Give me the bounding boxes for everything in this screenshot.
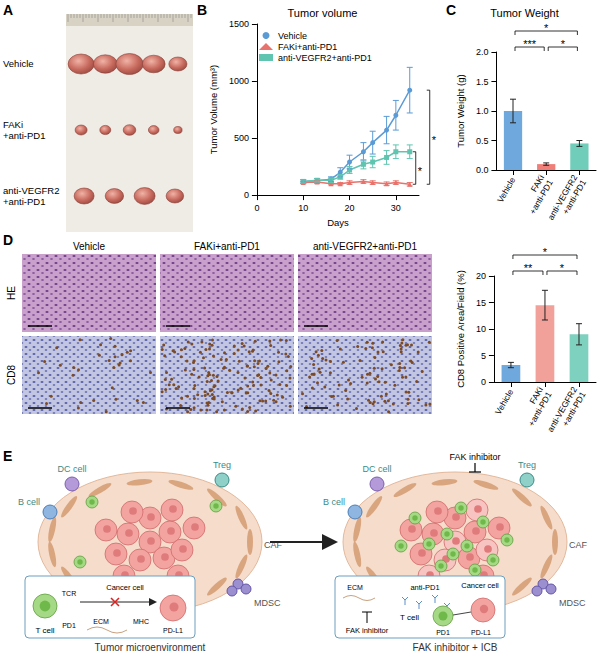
svg-text:+anti-PD1: +anti-PD1 xyxy=(526,390,554,428)
html-text:B: B xyxy=(197,2,208,18)
svg-text:10: 10 xyxy=(298,203,308,213)
svg-text:TCR: TCR xyxy=(62,590,76,597)
svg-text:+anti-PD1: +anti-PD1 xyxy=(527,178,555,216)
svg-text:Vehicle: Vehicle xyxy=(493,387,515,416)
svg-text:5: 5 xyxy=(481,351,486,361)
svg-text:FAKi: FAKi xyxy=(528,173,547,194)
svg-text:Tumor volume: Tumor volume xyxy=(288,7,358,19)
svg-text:10: 10 xyxy=(476,324,486,334)
svg-text:Tumor Weight: Tumor Weight xyxy=(490,7,558,19)
svg-text:Cancer cell: Cancer cell xyxy=(461,581,499,590)
svg-text:FAKi+anti-PD1: FAKi+anti-PD1 xyxy=(194,241,260,252)
html-text:D: D xyxy=(3,232,14,248)
svg-text:*: * xyxy=(418,165,423,177)
svg-text:B cell: B cell xyxy=(323,497,345,507)
svg-text:Tumor Weight (g): Tumor Weight (g) xyxy=(455,74,466,147)
svg-text:Tumor Volume (mm³): Tumor Volume (mm³) xyxy=(208,65,219,154)
svg-text:0: 0 xyxy=(481,377,486,387)
svg-text:CD8 Positive Area/Field (%): CD8 Positive Area/Field (%) xyxy=(455,270,466,388)
svg-text:anti-VEGFR2+anti-PD1: anti-VEGFR2+anti-PD1 xyxy=(313,241,418,252)
svg-text:0: 0 xyxy=(244,190,249,200)
svg-text:1.0: 1.0 xyxy=(476,106,489,116)
svg-text:FAKi: FAKi xyxy=(3,119,23,130)
svg-text:Treg: Treg xyxy=(213,460,231,470)
svg-text:DC cell: DC cell xyxy=(362,464,391,474)
svg-text:**: ** xyxy=(524,262,533,274)
svg-text:15: 15 xyxy=(476,298,486,308)
svg-text:CAF: CAF xyxy=(264,540,282,550)
svg-text:T cell: T cell xyxy=(400,613,419,622)
svg-text:anti-VEGFR2+anti-PD1: anti-VEGFR2+anti-PD1 xyxy=(278,53,372,63)
svg-text:Days: Days xyxy=(327,217,349,228)
html-text:E: E xyxy=(3,448,13,464)
svg-text:ECM: ECM xyxy=(347,584,363,591)
svg-text:1.5: 1.5 xyxy=(476,77,489,87)
svg-text:HE: HE xyxy=(6,286,17,300)
svg-text:FAKi+anti-PD1: FAKi+anti-PD1 xyxy=(278,42,337,52)
svg-text:B cell: B cell xyxy=(18,497,40,507)
svg-text:+anti-PD1: +anti-PD1 xyxy=(3,196,46,207)
svg-text:2.0: 2.0 xyxy=(476,47,489,57)
svg-text:*: * xyxy=(432,134,437,146)
svg-text:Vehicle: Vehicle xyxy=(278,31,307,41)
svg-text:CAF: CAF xyxy=(569,540,588,550)
svg-text:1000: 1000 xyxy=(229,76,249,86)
svg-text:0.0: 0.0 xyxy=(476,165,489,175)
svg-text:+anti-PD1: +anti-PD1 xyxy=(560,390,588,428)
svg-text:anti-PD1: anti-PD1 xyxy=(410,583,439,592)
svg-text:MDSC: MDSC xyxy=(254,598,281,608)
svg-text:anti-VEGFR2: anti-VEGFR2 xyxy=(545,385,579,434)
svg-text:30: 30 xyxy=(391,203,401,213)
svg-text:DC cell: DC cell xyxy=(57,464,86,474)
svg-text:Vehicle: Vehicle xyxy=(73,241,106,252)
svg-text:Cancer cell: Cancer cell xyxy=(106,583,144,592)
svg-text:*: * xyxy=(543,246,548,258)
svg-text:PD-L1: PD-L1 xyxy=(471,629,491,636)
svg-text:FAK inhibitor + ICB: FAK inhibitor + ICB xyxy=(413,642,498,653)
svg-text:Tumor microenvironment: Tumor microenvironment xyxy=(95,642,206,653)
svg-text:+anti-PD1: +anti-PD1 xyxy=(560,178,588,216)
svg-text:CD8: CD8 xyxy=(6,365,17,385)
svg-text:MHC: MHC xyxy=(133,618,149,625)
svg-text:***: *** xyxy=(523,38,537,50)
svg-text:T cell: T cell xyxy=(36,626,55,635)
svg-text:20: 20 xyxy=(476,271,486,281)
svg-text:0.5: 0.5 xyxy=(476,136,489,146)
svg-text:*: * xyxy=(561,38,566,50)
svg-text:FAKi: FAKi xyxy=(527,385,545,406)
svg-text:500: 500 xyxy=(234,133,249,143)
svg-text:FAK inhibitor: FAK inhibitor xyxy=(449,452,500,462)
svg-text:MDSC: MDSC xyxy=(559,598,586,608)
svg-text:1500: 1500 xyxy=(229,19,249,29)
svg-text:0: 0 xyxy=(254,203,259,213)
svg-text:20: 20 xyxy=(345,203,355,213)
svg-text:anti-VEGFR2: anti-VEGFR2 xyxy=(3,185,60,196)
svg-text:PD1: PD1 xyxy=(62,622,76,629)
svg-text:Treg: Treg xyxy=(518,460,536,470)
svg-text:+anti-PD1: +anti-PD1 xyxy=(3,130,46,141)
svg-text:*: * xyxy=(544,22,549,34)
html-text:A: A xyxy=(3,2,14,18)
svg-text:PD1: PD1 xyxy=(436,629,450,636)
svg-text:Vehicle: Vehicle xyxy=(3,58,34,69)
svg-text:Vehicle: Vehicle xyxy=(495,175,517,204)
svg-text:PD-L1: PD-L1 xyxy=(163,627,183,634)
svg-text:*: * xyxy=(560,262,565,274)
html-text:C: C xyxy=(446,2,457,18)
svg-text:FAK inhibitor: FAK inhibitor xyxy=(346,626,389,635)
svg-text:ECM: ECM xyxy=(93,618,109,625)
svg-text:anti-VEGFR2: anti-VEGFR2 xyxy=(545,173,580,222)
